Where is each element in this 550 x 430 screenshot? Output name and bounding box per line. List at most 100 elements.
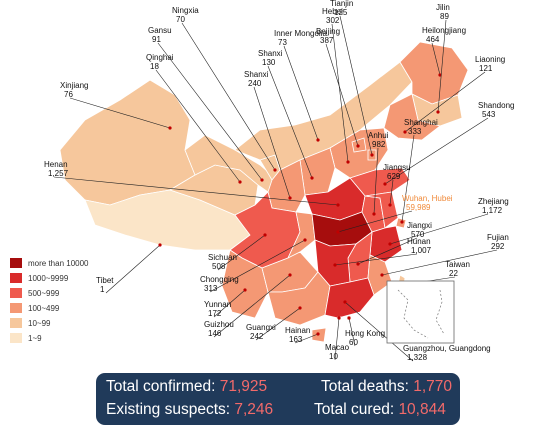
province-name-tianjin: Tianjin	[330, 0, 353, 8]
province-count-jiangxi: 570	[411, 230, 425, 239]
province-count-tianjin: 125	[334, 8, 348, 17]
marker-inner-mongolia	[316, 138, 320, 142]
province-name-gansu: Gansu	[148, 26, 172, 35]
province-count-macao: 10	[329, 352, 338, 361]
marker-jiangxi	[356, 262, 360, 266]
province-count-jilin: 89	[440, 12, 449, 21]
leader-jiangsu	[389, 179, 394, 206]
province-name-fujian: Fujian	[487, 233, 509, 242]
marker-jiangsu	[388, 203, 392, 207]
province-yunnan	[221, 249, 269, 319]
legend-label: 1~9	[28, 334, 42, 343]
leader-shanghai	[401, 134, 415, 223]
total-cured: Total cured: 10,844	[314, 401, 446, 418]
leader-inner-mongolia	[283, 45, 319, 141]
province-count-taiwan: 22	[449, 269, 458, 278]
marker-guangxi	[298, 306, 302, 310]
leader-tibet	[105, 244, 161, 294]
province-count-xinjiang: 76	[64, 90, 73, 99]
province-name-hainan: Hainan	[285, 326, 310, 335]
legend-label: 100~499	[28, 304, 60, 313]
leader-guizhou	[213, 274, 291, 338]
province-count-hainan: 163	[289, 335, 303, 344]
label-leader-lines	[53, 15, 498, 362]
province-count-shandong: 543	[482, 110, 496, 119]
leader-hainan	[294, 333, 319, 344]
leader-hong-kong	[348, 317, 356, 347]
leader-yunnan	[213, 289, 246, 318]
province-name-anhui: Anhui	[368, 131, 389, 140]
marker-tianjin	[370, 153, 374, 157]
leader-shanxi-n	[267, 65, 313, 179]
province-name-guangxi: Guangxi	[246, 323, 276, 332]
marker-hebei	[346, 160, 350, 164]
south-china-sea-inset	[386, 280, 455, 344]
legend-swatch	[10, 318, 22, 328]
province-name-shanxi-s: Shanxi	[244, 70, 269, 79]
totals-panel: Total confirmed: 71,925 Total deaths: 1,…	[96, 373, 460, 425]
marker-ningxia	[273, 168, 277, 172]
province-labels: Xinjiang76Tibet1Qinghai18Gansu91Ningxia7…	[44, 0, 514, 362]
marker-qinghai	[238, 180, 242, 184]
province-count-shanxi-n: 130	[262, 58, 276, 67]
province-count-beijing: 387	[320, 36, 334, 45]
marker-yunnan	[243, 288, 247, 292]
province-count-anhui: 982	[372, 140, 386, 149]
marker-heilongjiang	[438, 73, 442, 77]
province-name-hubei: Wuhan, Hubei	[402, 194, 453, 203]
leader-macao	[334, 317, 340, 361]
total-confirmed: Total confirmed: 71,925	[106, 378, 268, 395]
legend-swatch	[10, 333, 22, 343]
province-name-yunnan: Yunnan	[204, 300, 231, 309]
marker-anhui	[372, 212, 376, 216]
province-name-inner-mongolia: Inner Mongolia	[274, 29, 327, 38]
province-fujian	[367, 254, 393, 296]
province-count-gansu: 91	[152, 35, 161, 44]
leader-tianjin	[339, 15, 373, 156]
leader-liaoning	[404, 71, 486, 133]
province-count-qinghai: 18	[150, 62, 159, 71]
existing-suspects: Existing suspects: 7,246	[106, 401, 274, 418]
leader-gansu	[157, 42, 263, 181]
leader-jiangxi	[357, 237, 418, 265]
province-hebei	[329, 127, 389, 179]
province-xinjiang	[59, 79, 196, 206]
province-count-shanxi-s: 240	[248, 79, 262, 88]
marker-chongqing	[303, 238, 307, 242]
leader-ningxia	[181, 22, 276, 171]
province-count-guangdong: 1,328	[407, 353, 428, 362]
province-name-guangdong: Guangzhou, Guangdong	[403, 344, 491, 353]
province-count-sichuan: 508	[212, 262, 226, 271]
leader-heilongjiang	[431, 42, 441, 76]
marker-hainan	[316, 332, 320, 336]
leader-anhui	[373, 147, 379, 215]
province-count-yunnan: 172	[208, 309, 222, 318]
leader-beijing	[325, 43, 359, 147]
marker-shanghai	[400, 220, 404, 224]
province-count-chongqing: 313	[204, 284, 218, 293]
province-name-liaoning: Liaoning	[475, 55, 505, 64]
legend-swatch	[10, 258, 22, 268]
province-count-liaoning: 121	[479, 64, 493, 73]
marker-guizhou	[288, 273, 292, 277]
province-count-hong-kong: 60	[349, 338, 358, 347]
province-name-henan: Henan	[44, 160, 68, 169]
legend-label: 500~999	[28, 289, 60, 298]
province-count-guizhou: 146	[208, 329, 222, 338]
marker-henan	[336, 203, 340, 207]
marker-shanxi-n	[310, 176, 314, 180]
legend-label: more than 10000	[28, 259, 89, 268]
province-count-zhejiang: 1,172	[482, 206, 503, 215]
province-count-shanghai: 333	[408, 127, 422, 136]
province-name-shanxi-n: Shanxi	[258, 49, 283, 58]
province-name-tibet: Tibet	[96, 276, 114, 285]
province-name-taiwan: Taiwan	[445, 260, 470, 269]
province-guangdong	[324, 277, 375, 319]
province-name-zhejiang: Zhejiang	[478, 197, 509, 206]
marker-gansu	[260, 178, 264, 182]
province-shapes	[59, 41, 469, 343]
marker-hubei	[336, 230, 340, 234]
leader-henan	[53, 176, 339, 206]
province-name-beijing: Beijing	[316, 27, 340, 36]
